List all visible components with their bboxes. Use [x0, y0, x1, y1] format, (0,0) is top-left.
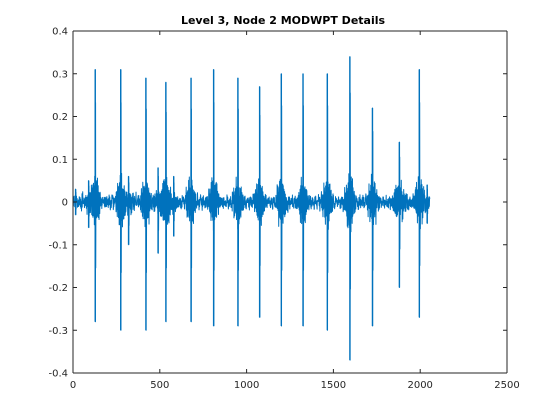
y-axis-tick-label: -0.2 [48, 283, 68, 294]
x-axis-tick-label: 2500 [494, 380, 519, 391]
y-axis-tick-label: -0.4 [48, 369, 68, 380]
x-axis-tick-label: 1500 [321, 380, 346, 391]
y-axis-tick-label: 0 [62, 198, 68, 209]
x-axis-tick-label: 500 [150, 380, 169, 391]
x-axis-tick-label: 0 [70, 380, 76, 391]
signal-series-line [72, 56, 431, 361]
x-axis-tick-label: 1000 [234, 380, 259, 391]
y-axis-tick-label: -0.1 [48, 240, 68, 251]
y-axis-tick-label: 0.4 [52, 27, 68, 38]
y-axis-tick-label: -0.3 [48, 326, 68, 337]
y-axis-tick-label: 0.3 [52, 69, 68, 80]
chart-title: Level 3, Node 2 MODWPT Details [181, 14, 386, 27]
y-axis-tick-label: 0.2 [52, 112, 68, 123]
signal-series-group [72, 56, 431, 361]
ticks-group: 0 500 1000 1500 2000 2500 0.4 0.3 0.2 0.1 0 -0.1 -0.… [48, 27, 519, 392]
x-axis-tick-label: 2000 [407, 380, 432, 391]
y-axis-tick-label: 0.1 [52, 155, 68, 166]
